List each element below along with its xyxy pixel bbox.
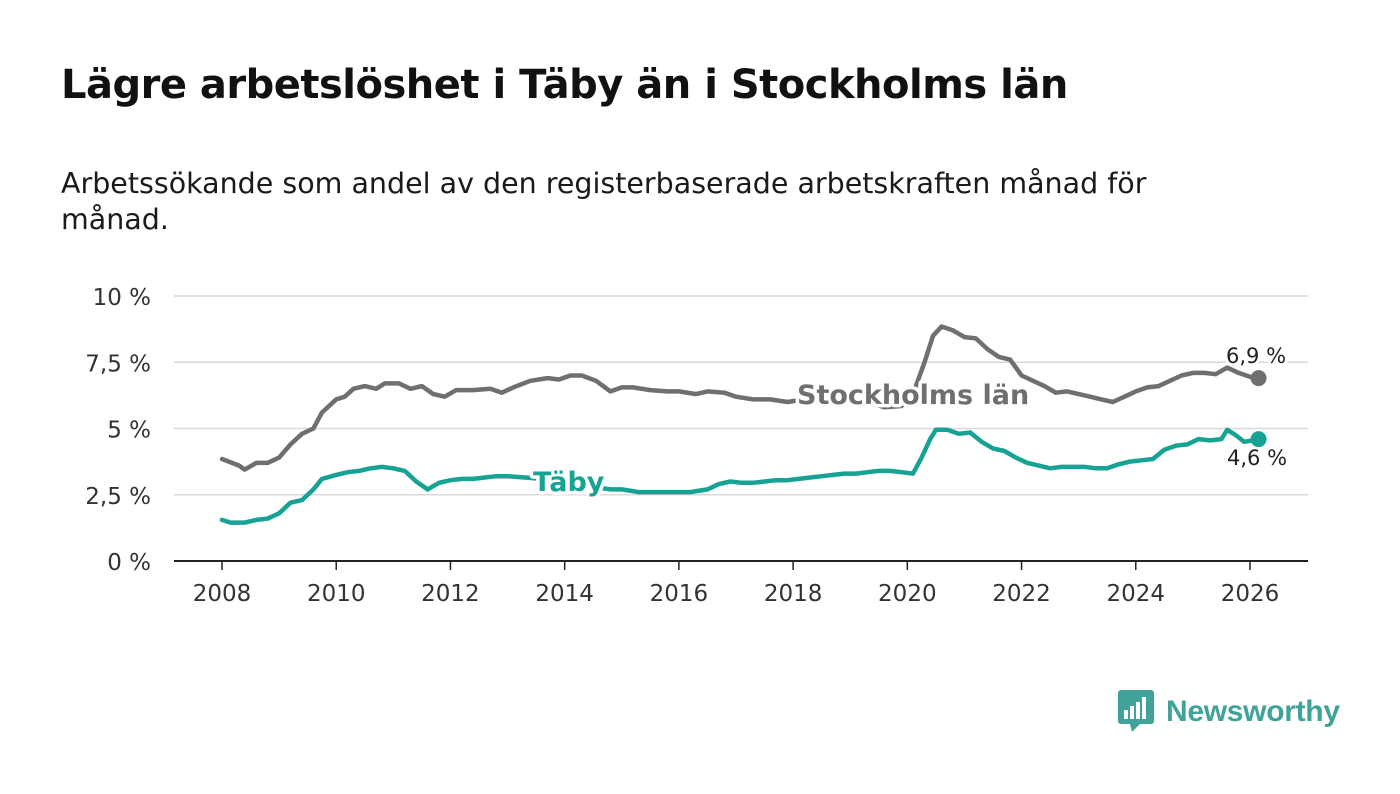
chart-subtitle: Arbetssökande som andel av den registerb…	[61, 167, 1147, 236]
x-tick-label: 2008	[193, 581, 252, 607]
x-tick-label: 2022	[992, 581, 1051, 607]
bar-chart-speech-bubble-icon	[1118, 690, 1154, 732]
x-tick-label: 2024	[1107, 581, 1166, 607]
y-axis-ticks: 0 % 2,5 % 5 % 7,5 % 10 %	[85, 285, 151, 576]
x-tick-label: 2010	[307, 581, 366, 607]
x-tick-label: 2016	[650, 581, 709, 607]
series-lines	[219, 324, 1267, 525]
y-tick-label: 2,5 %	[85, 484, 151, 510]
newsworthy-logo: Newsworthy	[1118, 690, 1340, 734]
y-tick-label: 7,5 %	[85, 351, 151, 377]
y-tick-label: 5 %	[107, 418, 151, 444]
series-end-point	[1250, 370, 1267, 387]
series-labels: Stockholms län Täby 6,9 % 4,6 %	[530, 342, 1290, 502]
gridlines	[174, 295, 1308, 496]
series-label-stockholms-lan: Stockholms län	[797, 380, 1029, 411]
series-line-taby	[219, 427, 1261, 525]
chart-title: Lägre arbetslöshet i Täby än i Stockholm…	[61, 62, 1068, 108]
brand-name: Newsworthy	[1166, 695, 1340, 728]
series-line-stockholms-lan	[219, 324, 1261, 472]
series-label-taby: Täby	[533, 467, 605, 498]
x-tick-label: 2026	[1221, 581, 1280, 607]
y-tick-label: 0 %	[107, 550, 151, 576]
end-value-label-stockholms-lan: 6,9 %	[1226, 344, 1286, 368]
series-end-point	[1250, 431, 1267, 448]
y-tick-label: 10 %	[93, 285, 151, 311]
x-axis: 2008 2010 2012 2014 2016 2018 2020 2022 2024 2026	[174, 560, 1308, 607]
x-tick-label: 2012	[421, 581, 480, 607]
x-tick-label: 2020	[878, 581, 937, 607]
x-tick-label: 2014	[535, 581, 594, 607]
end-value-label-taby: 4,6 %	[1227, 446, 1287, 470]
x-tick-label: 2018	[764, 581, 823, 607]
